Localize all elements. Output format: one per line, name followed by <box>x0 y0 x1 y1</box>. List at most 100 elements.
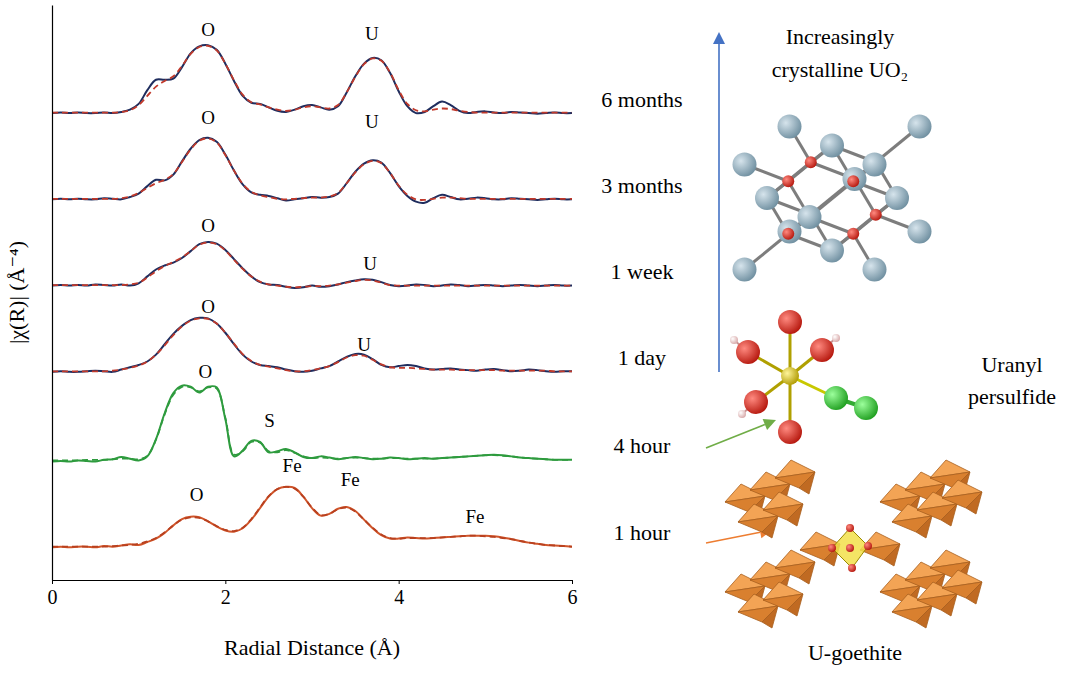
peak-label: Fe <box>341 469 360 490</box>
x-tick-mark <box>225 580 226 584</box>
o-atom <box>870 209 882 221</box>
peak-label: S <box>264 410 275 431</box>
x-tick-label: 0 <box>48 586 58 608</box>
time-label: 3 months <box>601 173 682 198</box>
arrow-head <box>763 419 776 430</box>
octahedron-face <box>787 594 803 616</box>
u-atom <box>820 134 844 158</box>
u-atom <box>733 153 757 177</box>
octahedron-face <box>941 504 957 526</box>
fit-line <box>52 318 572 371</box>
fit-line <box>52 242 572 287</box>
time-label: 1 week <box>611 259 674 284</box>
u-atom <box>908 220 932 244</box>
x-tick: 4 <box>394 580 404 608</box>
peak-label: O <box>201 107 215 128</box>
fit-line <box>52 138 572 200</box>
s-atom <box>854 396 878 420</box>
u-polyhedron <box>832 528 868 568</box>
y-axis <box>52 6 53 581</box>
octahedron <box>763 492 803 526</box>
time-label: 1 hour <box>614 520 672 545</box>
time-label: 1 day <box>618 345 666 370</box>
peak-label: U <box>365 111 379 132</box>
octahedron-face <box>916 606 932 628</box>
u-atom <box>781 367 799 385</box>
octahedron-face <box>941 594 957 616</box>
peak-label: U <box>365 23 379 44</box>
octahedron-face <box>916 516 932 538</box>
data-line <box>52 318 572 372</box>
x-tick-label: 2 <box>221 586 231 608</box>
data-line <box>52 45 572 114</box>
peak-label: U <box>363 253 377 274</box>
structure-art <box>706 32 982 628</box>
octahedron <box>775 550 815 584</box>
persulfide-arrow <box>706 419 776 448</box>
y-axis-line <box>52 6 53 581</box>
fit-line <box>52 46 572 113</box>
h-atom <box>832 334 840 342</box>
octahedron <box>763 582 803 616</box>
x-tick-label: 6 <box>568 586 578 608</box>
time-label: 4 hour <box>614 433 672 458</box>
data-line <box>52 487 572 547</box>
data-line <box>52 242 572 288</box>
chart-root: 0246Radial Distance (Å)|χ(R)| (Å⁻⁴)OUOUO… <box>0 0 1081 674</box>
x-axis-line <box>53 580 573 581</box>
arrow-shaft <box>706 424 765 448</box>
u-atom <box>733 258 757 282</box>
x-tick-mark <box>52 580 53 584</box>
octahedron-face <box>762 516 778 538</box>
u-atom <box>798 205 822 229</box>
octahedron-face <box>966 582 982 604</box>
y-axis-title: |χ(R)| (Å⁻⁴) <box>4 241 29 344</box>
h-atom <box>738 410 746 418</box>
octahedron <box>942 480 982 514</box>
o-atom <box>736 340 760 364</box>
x-tick-mark <box>399 580 400 584</box>
o-atom <box>782 228 794 240</box>
u-atom <box>820 239 844 263</box>
peak-label: O <box>190 484 204 505</box>
octahedron-face <box>799 562 815 584</box>
octahedron-face <box>799 472 815 494</box>
x-tick: 2 <box>221 580 231 608</box>
o-atom <box>847 175 859 187</box>
u-atom <box>885 186 909 210</box>
goethite-art <box>725 460 982 628</box>
x-axis: 0 2 4 6 <box>48 580 578 608</box>
peak-label: U <box>357 334 371 355</box>
o-atom <box>782 175 794 187</box>
o-atom <box>828 544 836 552</box>
time-label: 6 months <box>601 87 682 112</box>
plot-lines <box>52 45 572 547</box>
peak-label: Fe <box>465 506 484 527</box>
o-atom <box>810 338 834 362</box>
octahedron-face <box>966 492 982 514</box>
peak-label: O <box>201 215 215 236</box>
fit-line <box>52 487 572 547</box>
octahedron <box>800 532 840 566</box>
peak-label: Fe <box>283 455 302 476</box>
o-atom <box>778 310 802 334</box>
crystallinity-arrow <box>713 32 725 372</box>
s-atom <box>824 386 848 410</box>
arrow-shaft <box>718 44 720 372</box>
u-atom <box>755 186 779 210</box>
o-atom <box>846 544 854 552</box>
o-atom <box>864 542 872 550</box>
x-tick: 0 <box>48 580 58 608</box>
o-atom <box>848 564 856 572</box>
octahedron <box>775 460 815 494</box>
uo2-lattice <box>733 115 932 282</box>
u-atom <box>863 153 887 177</box>
o-atom <box>846 524 854 532</box>
o-atom <box>805 156 817 168</box>
peak-label: O <box>199 361 213 382</box>
u-atom <box>778 220 802 244</box>
octahedron-face <box>762 606 778 628</box>
chart-svg: 0246Radial Distance (Å)|χ(R)| (Å⁻⁴)OUOUO… <box>0 0 1081 674</box>
arrow-head <box>713 32 725 44</box>
u-atom <box>908 115 932 139</box>
